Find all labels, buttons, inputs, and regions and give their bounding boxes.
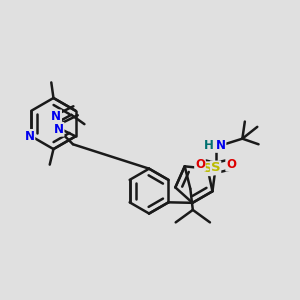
- Text: O: O: [195, 158, 205, 171]
- Text: N: N: [215, 139, 226, 152]
- Text: N: N: [51, 110, 61, 123]
- Text: H: H: [203, 139, 213, 152]
- Text: N: N: [54, 123, 64, 136]
- Text: S: S: [203, 162, 212, 175]
- Text: S: S: [211, 161, 220, 174]
- Text: N: N: [25, 130, 34, 143]
- Text: O: O: [226, 158, 236, 171]
